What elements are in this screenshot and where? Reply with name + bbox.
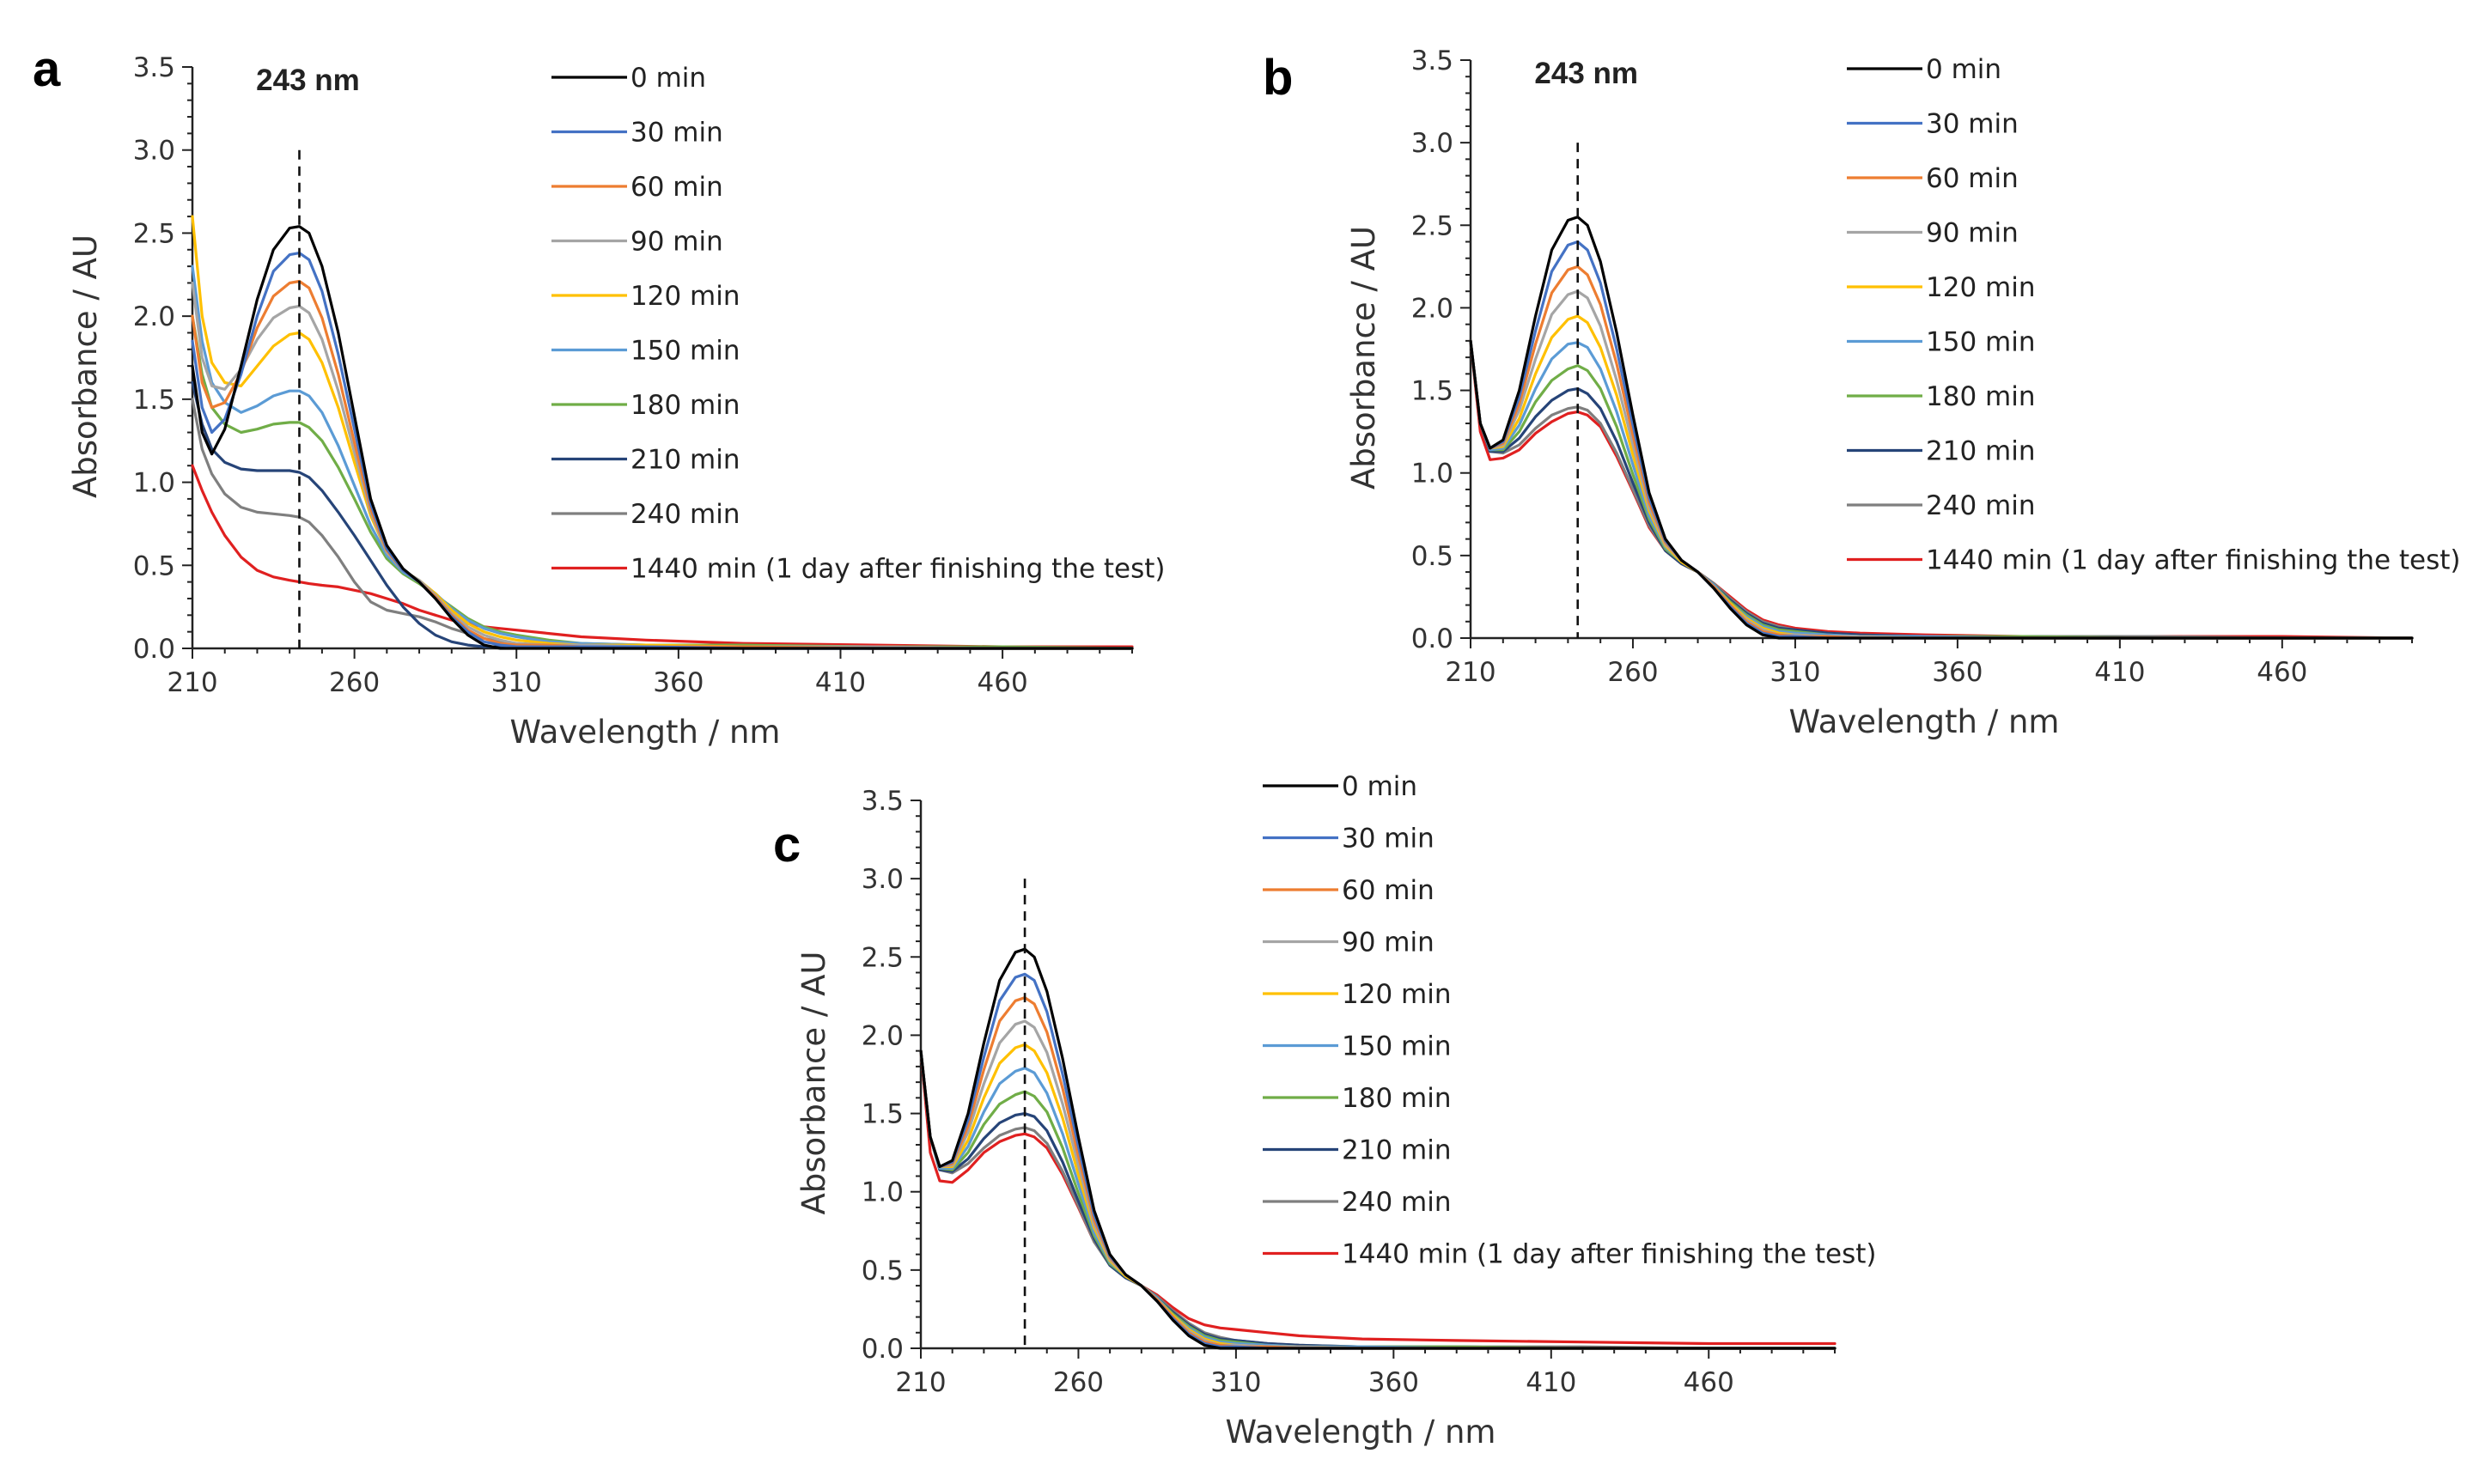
legend-entry: 90 min — [1342, 928, 1435, 958]
series-line — [191, 225, 1134, 650]
y-tick-label: 1.0 — [1411, 459, 1453, 490]
legend: 0 min 30 min 60 min 90 min 120 min 150 min 180… — [551, 63, 1166, 585]
legend-entry: 120 min — [1342, 979, 1451, 1010]
legend: 0 min 30 min 60 min 90 min 120 min 150 min 180… — [1263, 771, 1877, 1270]
legend-entry: 60 min — [630, 172, 723, 203]
y-axis-title: Absorbance / AU — [795, 951, 832, 1214]
y-tick-label: 1.5 — [1411, 376, 1453, 407]
y-axis-title: Absorbance / AU — [1345, 226, 1382, 490]
panel-letter: a — [33, 41, 61, 97]
y-tick-label: 0.5 — [133, 550, 175, 581]
series-line — [191, 252, 1134, 650]
legend-entry: 30 min — [630, 118, 723, 149]
x-tick-label: 260 — [1053, 1367, 1104, 1398]
x-axis-title: Wavelength / nm — [1226, 1414, 1496, 1451]
y-tick-label: 1.5 — [862, 1099, 904, 1130]
y-tick-label: 3.5 — [133, 52, 175, 83]
y-tick-label: 3.0 — [1411, 128, 1453, 159]
x-tick-label: 210 — [895, 1367, 946, 1398]
x-tick-label: 410 — [1526, 1367, 1576, 1398]
legend-entry: 1440 min (1 day after finishing the test… — [1342, 1239, 1877, 1270]
panel-letter: c — [773, 817, 801, 873]
x-tick-label: 460 — [978, 667, 1028, 698]
x-tick-label: 410 — [2094, 657, 2145, 688]
x-tick-label: 260 — [1607, 657, 1658, 688]
x-tick-label: 360 — [1368, 1367, 1419, 1398]
legend-entry: 210 min — [1926, 436, 2035, 467]
y-tick-label: 2.5 — [862, 942, 904, 973]
x-tick-label: 310 — [1770, 657, 1820, 688]
legend-entry: 60 min — [1926, 163, 2019, 194]
legend-entry: 30 min — [1926, 109, 2019, 140]
x-tick-label: 360 — [1932, 657, 1983, 688]
y-tick-label: 2.0 — [862, 1020, 904, 1051]
x-tick-label: 460 — [1684, 1367, 1734, 1398]
x-tick-label: 210 — [1445, 657, 1495, 688]
y-tick-label: 0.0 — [133, 634, 175, 665]
x-tick-label: 360 — [653, 667, 704, 698]
series-line — [919, 947, 1837, 1350]
legend-entry: 180 min — [630, 390, 740, 421]
x-tick-label: 410 — [815, 667, 866, 698]
y-tick-label: 1.0 — [862, 1177, 904, 1208]
legend-entry: 120 min — [1926, 272, 2035, 303]
legend-entry: 240 min — [630, 499, 740, 530]
chart-panel-b: b 0.0 0.5 1.0 1.5 2.0 2.5 3.0 3.5 210 260 310 360 410… — [1263, 46, 2461, 740]
series-line — [191, 464, 1134, 648]
x-tick-label: 310 — [1210, 1367, 1261, 1398]
series-line — [1469, 216, 2414, 640]
legend-entry: 0 min — [1342, 771, 1417, 802]
y-tick-label: 3.0 — [862, 864, 904, 895]
y-tick-label: 0.5 — [862, 1256, 904, 1286]
legend-entry: 0 min — [1926, 54, 2001, 85]
y-tick-label: 0.0 — [862, 1334, 904, 1365]
legend-entry: 0 min — [630, 63, 706, 94]
y-tick-label: 2.0 — [1411, 293, 1453, 324]
peak-annotation: 243 nm — [256, 64, 360, 97]
legend-entry: 210 min — [630, 445, 740, 476]
peak-annotation: 243 nm — [1534, 57, 1638, 90]
legend-entry: 1440 min (1 day after finishing the test… — [1926, 545, 2461, 576]
legend-entry: 210 min — [1342, 1135, 1451, 1166]
legend-entry: 150 min — [1342, 1031, 1451, 1062]
x-tick-label: 310 — [491, 667, 542, 698]
legend-entry: 180 min — [1342, 1083, 1451, 1114]
legend-entry: 150 min — [630, 336, 740, 367]
legend-entry: 180 min — [1926, 381, 2035, 412]
legend-entry: 90 min — [1926, 218, 2019, 249]
legend-entry: 90 min — [630, 227, 723, 258]
x-axis-title: Wavelength / nm — [1789, 703, 2060, 740]
panel-letter: b — [1263, 50, 1293, 106]
x-tick-label: 210 — [167, 667, 217, 698]
y-tick-label: 2.0 — [133, 301, 175, 332]
y-tick-label: 2.5 — [1411, 210, 1453, 241]
y-tick-label: 3.5 — [1411, 46, 1453, 76]
y-tick-label: 1.5 — [133, 385, 175, 416]
x-tick-label: 460 — [2257, 657, 2307, 688]
legend: 0 min 30 min 60 min 90 min 120 min 150 min 180… — [1847, 54, 2461, 576]
legend-entry: 30 min — [1342, 824, 1435, 855]
y-tick-label: 0.0 — [1411, 623, 1453, 654]
legend-entry: 150 min — [1926, 327, 2035, 358]
legend-entry: 60 min — [1342, 875, 1435, 906]
y-tick-label: 0.5 — [1411, 541, 1453, 572]
legend-entry: 120 min — [630, 281, 740, 312]
legend-entry: 1440 min (1 day after finishing the test… — [630, 554, 1166, 585]
chart-panel-a: a 0.0 0.5 1.0 1.5 2.0 2.5 3.0 3.5 210 260 310 360 410… — [33, 41, 1166, 751]
y-tick-label: 3.5 — [862, 786, 904, 817]
y-axis-title: Absorbance / AU — [67, 234, 104, 498]
legend-entry: 240 min — [1926, 490, 2035, 521]
x-axis-title: Wavelength / nm — [510, 714, 781, 751]
x-tick-label: 260 — [329, 667, 380, 698]
y-tick-label: 2.5 — [133, 218, 175, 249]
chart-panel-c: c 0.0 0.5 1.0 1.5 2.0 2.5 3.0 3.5 210 260 310 360 410… — [773, 771, 1877, 1451]
y-tick-label: 3.0 — [133, 136, 175, 167]
y-tick-label: 1.0 — [133, 468, 175, 499]
legend-entry: 240 min — [1342, 1187, 1451, 1218]
